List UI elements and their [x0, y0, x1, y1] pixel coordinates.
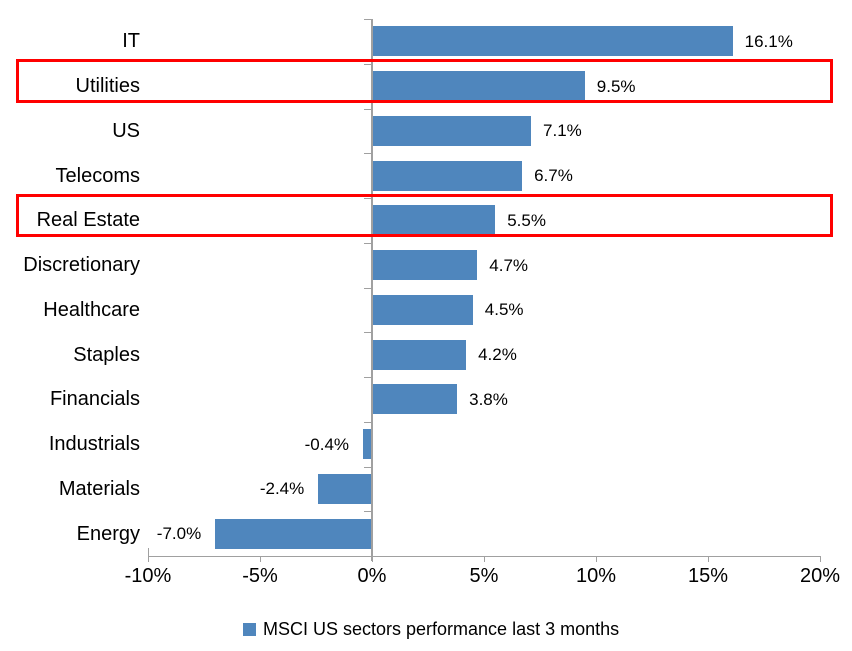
category-label: Staples [73, 343, 140, 366]
highlight-box [16, 193, 833, 237]
x-tick-label: -10% [124, 565, 172, 587]
value-label: 7.1% [543, 121, 582, 141]
value-label: 4.7% [489, 255, 529, 275]
y-axis-tick [364, 332, 371, 334]
x-axis-tick [372, 556, 373, 562]
x-axis-tick [260, 556, 261, 562]
x-tick-label: 15% [687, 565, 729, 587]
category-label: Industrials [48, 433, 140, 456]
category-label: Telecoms [55, 164, 140, 187]
y-axis-tick [364, 108, 371, 110]
x-tick-label: 5% [469, 565, 499, 587]
y-axis-tick [364, 287, 371, 289]
value-label: -7.0% [156, 524, 202, 544]
y-axis-tick [364, 153, 371, 155]
category-label: Financials [49, 388, 140, 411]
value-label: 3.8% [469, 389, 508, 409]
x-axis-end-tick [148, 548, 149, 556]
x-axis-tick [820, 556, 821, 562]
value-label: -2.4% [259, 479, 305, 499]
bar [372, 384, 458, 415]
bar [363, 429, 372, 460]
category-label: Materials [58, 477, 140, 500]
bar [372, 71, 585, 102]
legend: MSCI US sectors performance last 3 month… [243, 619, 619, 641]
x-axis-tick [708, 556, 709, 562]
value-label: 4.5% [484, 300, 524, 320]
x-tick-label: -5% [242, 565, 278, 587]
legend-label: MSCI US sectors performance last 3 month… [263, 619, 620, 639]
bar [318, 473, 372, 504]
category-label: Healthcare [43, 298, 140, 321]
y-axis-tick [364, 421, 371, 423]
bar [215, 518, 372, 549]
x-tick-label: 10% [575, 565, 617, 587]
bar [372, 205, 496, 236]
y-axis-tick [364, 377, 371, 378]
y-axis-tick [364, 198, 371, 199]
category-label: Utilities [75, 75, 140, 98]
x-tick-label: 20% [799, 565, 841, 587]
y-axis-tick [364, 511, 371, 513]
x-axis-tick [148, 556, 149, 562]
value-label: 16.1% [744, 31, 793, 51]
y-axis-tick [364, 466, 371, 468]
category-label: Discretionary [23, 254, 140, 277]
category-label: Real Estate [36, 209, 140, 232]
value-label: 5.5% [507, 210, 546, 230]
y-axis-line [371, 19, 373, 561]
highlight-box [16, 59, 833, 103]
value-label: 9.5% [596, 76, 636, 96]
category-label: IT [122, 30, 140, 53]
y-axis-tick [364, 242, 371, 244]
bar [372, 294, 473, 325]
x-axis-tick [596, 556, 597, 562]
bar [372, 115, 532, 146]
x-axis-tick [484, 556, 485, 562]
bar [372, 339, 467, 370]
bar [372, 160, 523, 191]
x-tick-label: 0% [357, 565, 387, 587]
category-label: Energy [76, 522, 140, 545]
y-axis-tick [364, 63, 371, 65]
legend-marker [243, 623, 256, 637]
value-label: -0.4% [304, 434, 350, 454]
category-label: US [112, 119, 140, 142]
bar [372, 250, 478, 281]
bar [372, 26, 733, 57]
value-label: 6.7% [534, 166, 573, 186]
value-label: 4.2% [478, 345, 517, 365]
y-axis-tick [364, 19, 371, 20]
